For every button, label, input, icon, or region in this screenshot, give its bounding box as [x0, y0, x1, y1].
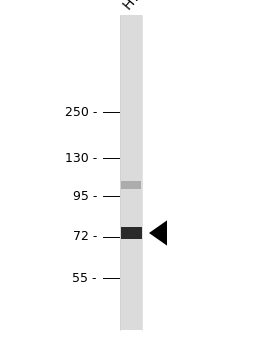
Bar	[121, 227, 142, 239]
Text: 95 -: 95 -	[73, 189, 97, 202]
Text: HT-29: HT-29	[120, 0, 157, 12]
Text: 72 -: 72 -	[73, 231, 97, 244]
Text: 130 -: 130 -	[65, 152, 97, 164]
Text: 250 -: 250 -	[65, 105, 97, 118]
Bar	[120, 15, 142, 330]
Bar	[121, 181, 141, 189]
Polygon shape	[149, 220, 167, 245]
Text: 55 -: 55 -	[72, 272, 97, 285]
